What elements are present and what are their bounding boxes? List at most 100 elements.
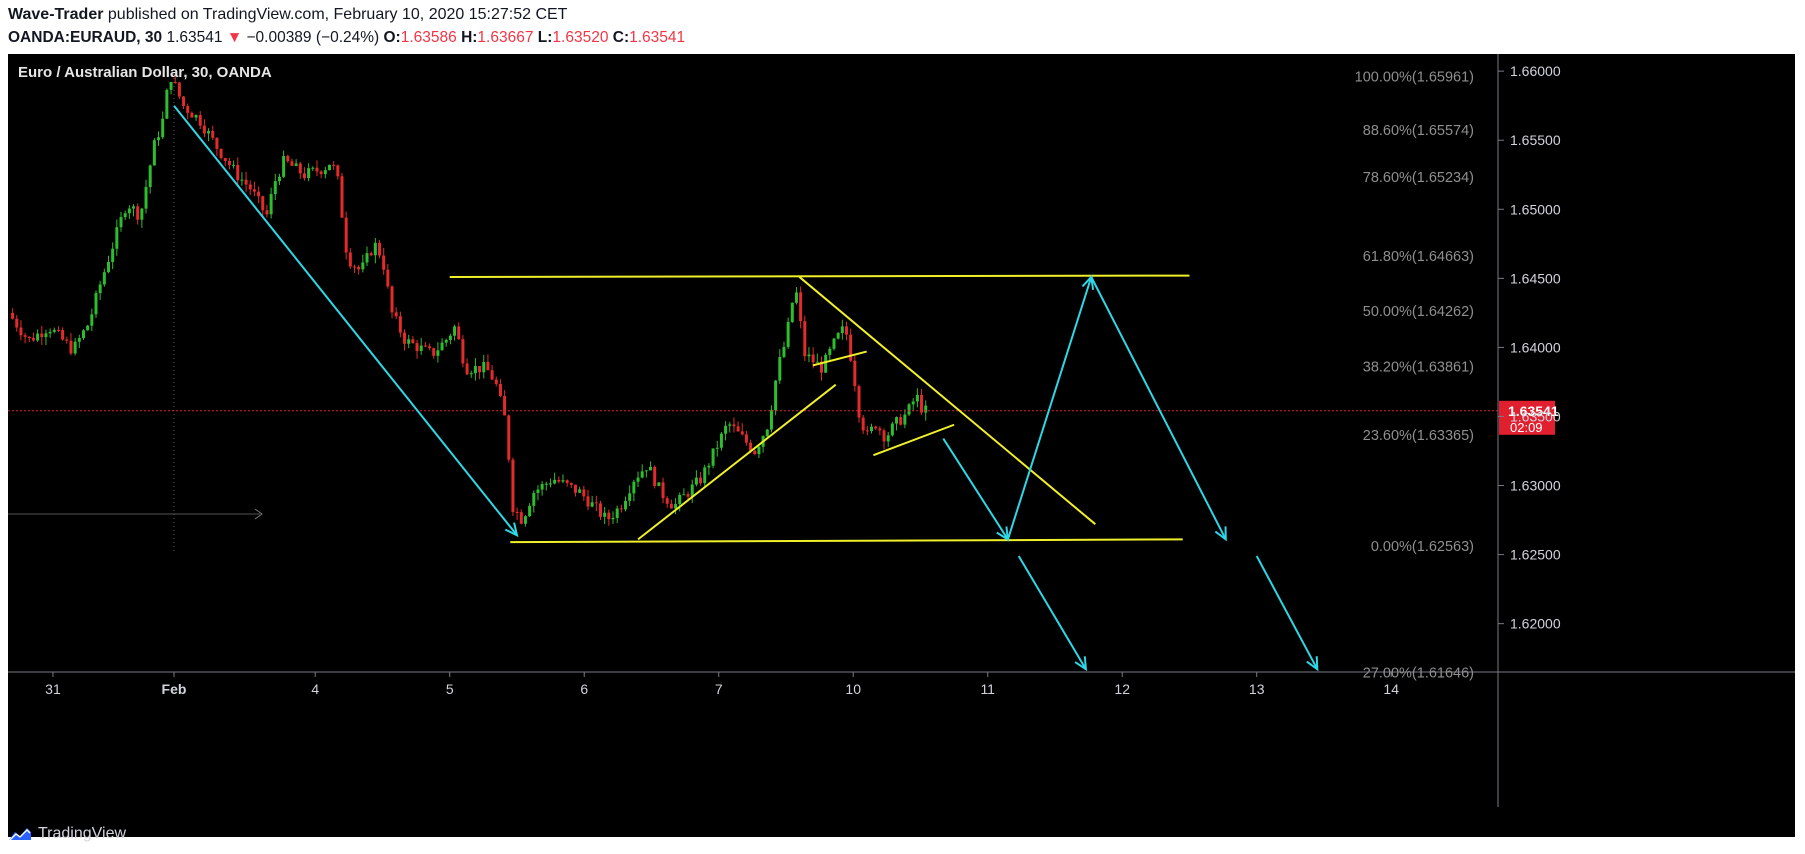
candle-body (165, 89, 169, 119)
candle-body (190, 112, 194, 118)
candle-body (807, 354, 811, 357)
candle-body (298, 163, 302, 174)
candle-body (815, 361, 819, 363)
footer-brand[interactable]: TradingView (8, 822, 126, 846)
candle-body (448, 335, 452, 340)
candle-body (811, 354, 815, 363)
candle-body (845, 326, 848, 335)
candle-body (507, 415, 511, 460)
candle-body (31, 338, 35, 341)
projection-arrow-icon (996, 526, 1010, 542)
candle-body (753, 450, 757, 455)
candle-body (132, 206, 136, 209)
chart-frame[interactable]: 100.00%(1.65961) 88.60%(1.65574) 78.60%(1.… (8, 54, 1795, 837)
y-tick-label: 1.62500 (1510, 547, 1561, 563)
brand-name: TradingView (38, 825, 127, 842)
candle-body (544, 483, 548, 485)
candle-body (774, 380, 778, 411)
candle-body (548, 483, 552, 485)
candle-body (15, 318, 19, 328)
candle-body (778, 356, 782, 381)
candle-body (169, 81, 173, 90)
fib-level-label: 38.20%(1.63861) (1363, 360, 1474, 376)
pattern-trendline (873, 423, 955, 457)
candle-body (248, 184, 252, 190)
candle-body (119, 217, 123, 228)
candle-body (724, 425, 728, 434)
candle-body (528, 505, 532, 517)
projection-path (942, 274, 1227, 542)
candle-body (907, 404, 911, 415)
candle-body (707, 465, 711, 468)
candle-body (803, 321, 807, 357)
candle-body (624, 500, 628, 510)
candle-body (619, 508, 623, 510)
candle-body (628, 493, 632, 501)
candle-body (565, 480, 569, 483)
candle-body (523, 516, 527, 524)
candle-body (486, 361, 490, 371)
candle-body (511, 459, 515, 512)
author-name[interactable]: Wave-Trader (8, 6, 104, 23)
candle-body (824, 354, 828, 373)
x-tick-label: 31 (45, 681, 61, 697)
candle-body (77, 338, 81, 342)
candle-body (703, 467, 707, 484)
candle-body (644, 470, 648, 472)
candle-body (440, 342, 444, 351)
candle-body (832, 338, 836, 349)
candle-body (853, 360, 857, 387)
candle-body (632, 481, 636, 494)
x-tick-label: 13 (1249, 681, 1265, 697)
high-label: H: (461, 29, 478, 46)
candle-body (699, 477, 703, 484)
candle-body (277, 176, 281, 182)
candle-body (636, 477, 640, 482)
candle-body (711, 448, 715, 466)
candle-body (640, 471, 644, 478)
fib-level-label: 27.00%(1.61646) (1363, 666, 1474, 682)
candle-body (536, 489, 540, 493)
projection-path (173, 105, 518, 536)
candle-body (369, 253, 373, 256)
candle-body (415, 343, 419, 352)
candle-body (382, 255, 386, 270)
candle-body (302, 173, 306, 179)
candle-body (428, 346, 432, 349)
candle-body (611, 517, 615, 520)
candle-body (686, 494, 690, 497)
candle-body (157, 137, 161, 141)
candle-body (865, 430, 869, 432)
candle-body (899, 417, 903, 425)
y-tick-label: 1.65500 (1510, 132, 1561, 148)
candle-body (102, 272, 106, 285)
fib-level-label: 61.80%(1.64663) (1363, 249, 1474, 265)
candle-body (115, 227, 119, 249)
open-label: O: (383, 29, 401, 46)
pattern-trendline (449, 274, 1190, 278)
projection-path (1017, 555, 1087, 670)
fib-level-label: 78.60%(1.65234) (1363, 170, 1474, 186)
candle-body (223, 158, 227, 161)
candle-body (336, 165, 340, 177)
candle-body (327, 164, 331, 171)
candle-body (290, 161, 294, 166)
candle-body (490, 370, 494, 380)
chart-canvas[interactable]: 100.00%(1.65961) 88.60%(1.65574) 78.60%(1.… (8, 54, 1795, 837)
candle-body (315, 167, 319, 172)
chart-title: Euro / Australian Dollar, 30, OANDA (18, 64, 272, 81)
candle-body (390, 286, 394, 313)
candle-body (177, 82, 181, 97)
candle-body (207, 130, 211, 134)
candle-body (244, 179, 248, 185)
candle-body (44, 333, 48, 338)
candle-body (361, 262, 365, 270)
candle-body (403, 332, 407, 344)
low-value: 1.63520 (552, 29, 609, 46)
candle-body (836, 333, 840, 339)
candle-body (740, 431, 744, 435)
candle-body (649, 466, 653, 471)
fib-level-label: 50.00%(1.64262) (1363, 304, 1474, 320)
candle-body (273, 181, 277, 195)
candle-body (269, 194, 273, 215)
